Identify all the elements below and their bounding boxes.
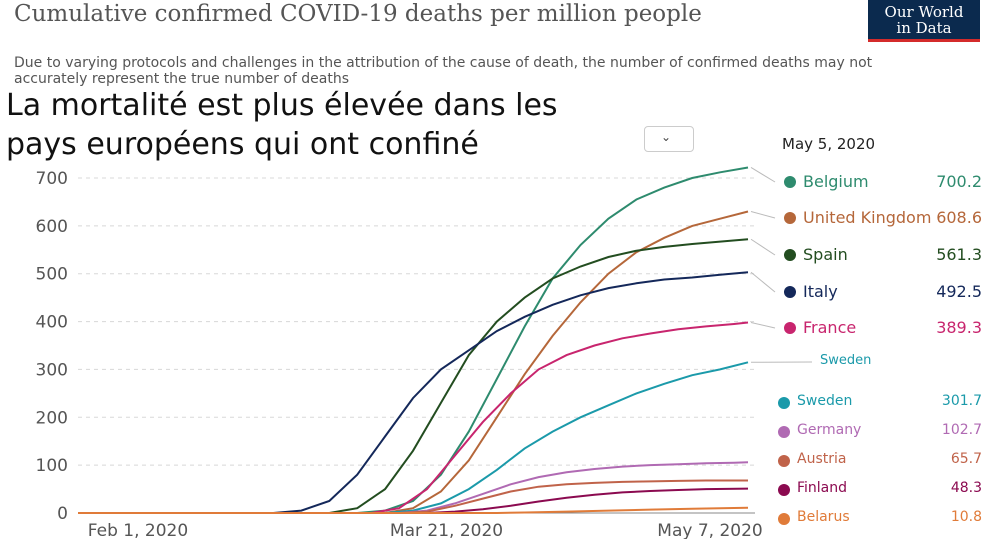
legend-dot-austria[interactable] — [778, 455, 790, 467]
y-tick-label-400: 400 — [36, 313, 68, 333]
legend-entry-belgium[interactable]: Belgium — [803, 172, 869, 191]
chevron-down-icon: ⌄ — [661, 130, 672, 144]
legend-entry-united-kingdom[interactable]: United Kingdom — [803, 208, 932, 227]
y-tick-label-700: 700 — [36, 169, 68, 189]
series-line-france — [78, 321, 749, 514]
legend-connector-spain — [750, 238, 776, 256]
series-line-belarus — [78, 506, 749, 514]
series-line-belgium — [78, 166, 749, 514]
options-dropdown[interactable]: ⌄ — [644, 126, 694, 152]
legend-value-germany: 102.7 — [941, 422, 982, 438]
y-tick-label-100: 100 — [36, 456, 68, 476]
x-tick-label-1: Mar 21, 2020 — [390, 521, 503, 539]
logo-line-1: Our World — [884, 3, 964, 21]
legend-value-austria: 65.7 — [950, 451, 982, 467]
legend-connector-united-kingdom — [750, 211, 776, 219]
legend-dot-belarus[interactable] — [778, 513, 790, 525]
series-line-italy — [78, 271, 749, 514]
series-line-finland — [78, 487, 749, 514]
y-tick-label-600: 600 — [36, 217, 68, 237]
legend-value-belgium: 700.2 — [936, 172, 982, 191]
chart-subtitle: Due to varying protocols and challenges … — [14, 55, 873, 87]
y-tick-label-200: 200 — [36, 408, 68, 428]
chart-title: Cumulative confirmed COVID-19 deaths per… — [14, 1, 702, 27]
sweden-line-tag: Sweden — [820, 353, 872, 368]
legend-dot-france[interactable] — [784, 322, 796, 334]
legend-date: May 5, 2020 — [782, 135, 876, 153]
legend-dot-united-kingdom[interactable] — [784, 212, 796, 224]
series-line-united-kingdom — [78, 210, 749, 514]
legend-entry-spain[interactable]: Spain — [803, 245, 848, 264]
legend-dot-belgium[interactable] — [784, 176, 796, 188]
series-line-spain — [78, 238, 749, 514]
series-line-sweden — [78, 361, 749, 514]
legend-entry-austria[interactable]: Austria — [797, 451, 847, 467]
legend-connector-belgium — [750, 167, 776, 183]
legend-dot-italy[interactable] — [784, 286, 796, 298]
legend-value-sweden: 301.7 — [941, 393, 982, 409]
owid-logo[interactable]: Our World in Data — [868, 0, 980, 42]
legend-value-finland: 48.3 — [950, 480, 982, 496]
y-tick-label-0: 0 — [57, 504, 68, 524]
x-tick-label-0: Feb 1, 2020 — [88, 521, 188, 539]
x-tick-label-2: May 7, 2020 — [657, 521, 762, 539]
legend-value-united-kingdom: 608.6 — [936, 208, 982, 227]
y-tick-label-500: 500 — [36, 265, 68, 285]
legend-entry-finland[interactable]: Finland — [797, 480, 848, 496]
legend-dot-spain[interactable] — [784, 249, 796, 261]
legend-entry-france[interactable]: France — [803, 318, 857, 337]
legend-entry-germany[interactable]: Germany — [797, 422, 862, 438]
logo-accent-bar — [868, 39, 980, 42]
series-line-germany — [78, 461, 749, 514]
legend-value-france: 389.3 — [936, 318, 982, 337]
legend-dot-sweden[interactable] — [778, 397, 790, 409]
legend-dot-finland[interactable] — [778, 484, 790, 496]
legend-connector-italy — [750, 271, 776, 293]
legend-entry-italy[interactable]: Italy — [803, 282, 838, 301]
legend-value-spain: 561.3 — [936, 245, 982, 264]
series-line-austria — [78, 479, 748, 514]
legend-value-belarus: 10.8 — [950, 509, 982, 525]
legend-dot-germany[interactable] — [778, 426, 790, 438]
logo-line-2: in Data — [896, 19, 952, 37]
y-tick-label-300: 300 — [36, 360, 68, 380]
legend-value-italy: 492.5 — [936, 282, 982, 301]
overlay-caption: La mortalité est plus élevée dans les pa… — [0, 86, 640, 164]
legend-entry-belarus[interactable]: Belarus — [797, 509, 850, 525]
legend-entry-sweden[interactable]: Sweden — [797, 393, 853, 409]
legend-connector-france — [750, 322, 776, 329]
